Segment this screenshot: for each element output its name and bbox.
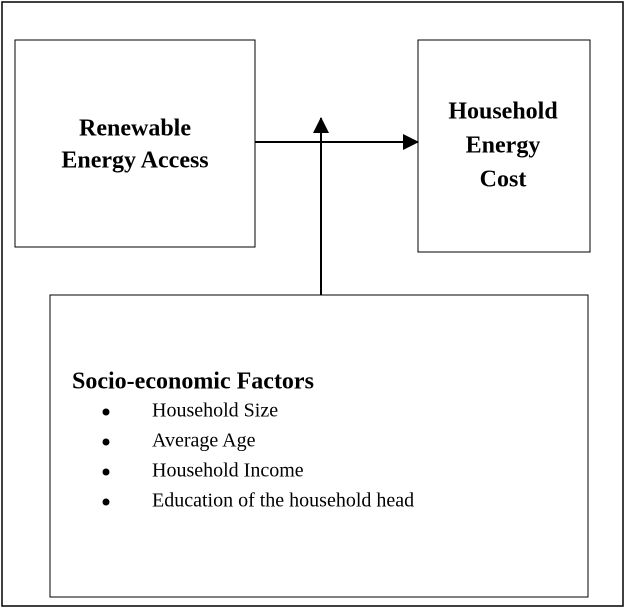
bullet — [102, 438, 110, 446]
node-label: Household — [448, 99, 558, 125]
node-label: Energy Access — [61, 148, 208, 174]
bullet — [102, 498, 110, 506]
box-access — [14, 39, 256, 248]
list-item: Household Income — [152, 460, 304, 482]
node-title: Socio-economic Factors — [72, 369, 314, 395]
node-label: Cost — [480, 167, 527, 193]
box-factors — [49, 294, 589, 598]
bullet — [102, 408, 110, 416]
node-label: Energy — [466, 133, 541, 159]
bullet — [102, 468, 110, 476]
list-item: Household Size — [152, 400, 278, 422]
list-item: Average Age — [152, 430, 256, 452]
node-label: Renewable — [79, 116, 191, 142]
list-item: Education of the household head — [152, 490, 414, 512]
